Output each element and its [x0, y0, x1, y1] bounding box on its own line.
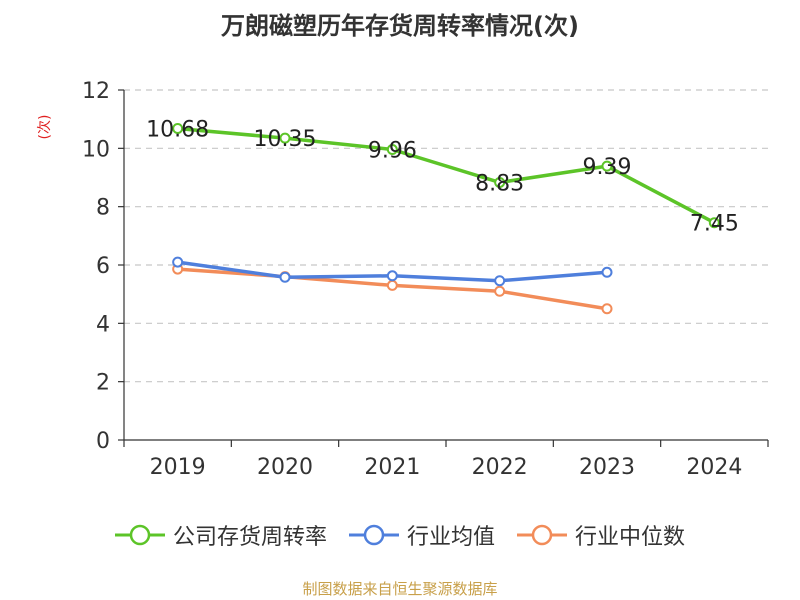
data-label: 7.45 [690, 212, 739, 237]
grid-layer [124, 89, 768, 383]
x-tick-label: 2022 [472, 455, 528, 480]
source-note: 制图数据来自恒生聚源数据库 [302, 580, 498, 598]
y-tick-label: 0 [96, 429, 110, 454]
y-tick-label: 2 [96, 371, 110, 396]
legend: 公司存货周转率 行业均值 行业中位数 [0, 519, 800, 551]
legend-symbol-icon [348, 524, 399, 546]
x-tick-label: 2019 [150, 455, 206, 480]
y-tick-label: 4 [96, 312, 110, 337]
data-point [386, 279, 398, 291]
series-layer [172, 123, 720, 315]
data-point [494, 176, 506, 188]
legend-item[interactable]: 公司存货周转率 [114, 519, 327, 551]
legend-marker [363, 524, 385, 546]
axis-layer: 0 2 4 6 8 10 12 2019 2020 2021 2022 2023 2024 [82, 79, 769, 480]
y-tick-label: 6 [96, 254, 110, 279]
chart-title: 万朗磁塑历年存货周转率情况(次) [221, 12, 579, 40]
data-point [279, 132, 291, 144]
legend-marker [531, 524, 553, 546]
data-point [708, 217, 720, 229]
x-tick-label: 2020 [257, 455, 313, 480]
legend-label: 行业中位数 [575, 525, 686, 550]
x-tick-label: 2023 [579, 455, 635, 480]
x-tick-label: 2024 [686, 455, 742, 480]
data-point [601, 266, 613, 278]
y-tick-label: 8 [96, 196, 110, 221]
data-label: 10.68 [146, 118, 209, 143]
data-point [386, 144, 398, 155]
series-line [177, 126, 716, 225]
data-point [494, 285, 506, 297]
y-tick-label: 12 [82, 79, 110, 104]
x-tick-label: 2021 [364, 455, 420, 480]
data-point [172, 256, 184, 268]
data-point [279, 271, 291, 283]
legend-item[interactable]: 行业均值 [348, 519, 495, 551]
legend-item[interactable]: 行业中位数 [517, 519, 685, 551]
legend-symbol-icon [114, 524, 165, 546]
legend-symbol-icon [517, 524, 567, 546]
y-tick-label: 10 [82, 137, 110, 162]
data-label: 8.83 [475, 171, 524, 196]
data-point [172, 123, 184, 134]
legend-label: 行业均值 [406, 525, 495, 550]
legend-marker [129, 524, 151, 546]
legend-label: 公司存货周转率 [172, 525, 327, 550]
data-point [386, 270, 398, 282]
data-point [494, 275, 506, 287]
data-point [601, 160, 613, 172]
data-label-layer: 10.68 10.35 9.96 8.83 9.39 7.45 [146, 118, 739, 237]
data-point [601, 303, 613, 315]
data-label: 9.96 [368, 139, 417, 164]
data-label: 10.35 [254, 127, 317, 152]
data-label: 9.39 [583, 155, 632, 180]
